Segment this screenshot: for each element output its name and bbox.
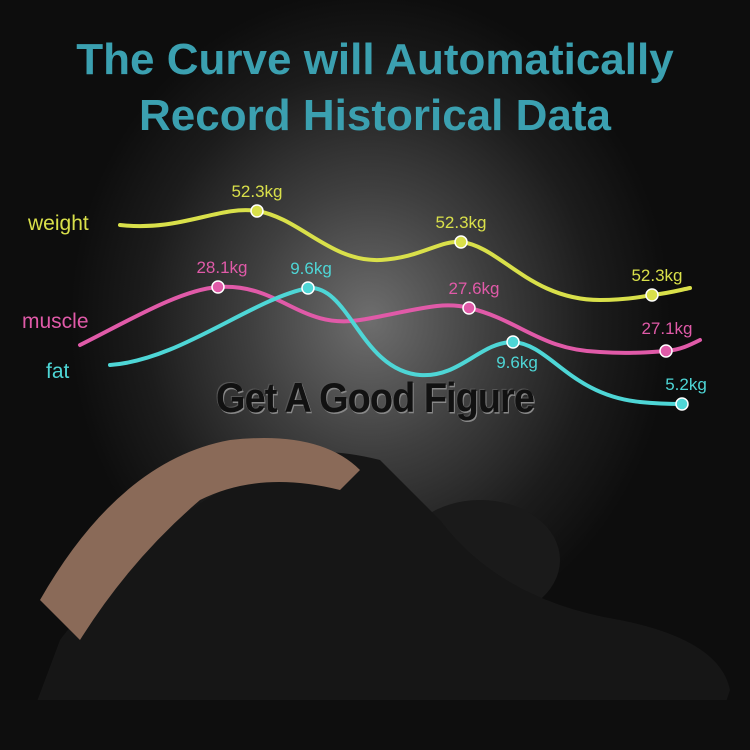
fat-point [675, 397, 689, 411]
muscle-point [659, 344, 673, 358]
weight-data-label: 52.3kg [435, 213, 486, 232]
muscle-series-label: muscle [22, 310, 89, 333]
weight-series-label: weight [27, 212, 89, 235]
muscle-data-label: 27.1kg [641, 319, 692, 338]
muscle-curve [78, 284, 702, 355]
fat-data-label: 9.6kg [496, 353, 538, 372]
muscle-series: muscle 28.1kg 27.6kg 27.1kg [22, 258, 702, 358]
weight-point [250, 204, 264, 218]
slogan-text: Get A Good Figure [216, 375, 535, 423]
weight-point [645, 288, 659, 302]
muscle-point [462, 301, 476, 315]
muscle-point [211, 280, 225, 294]
muscle-data-label: 27.6kg [448, 279, 499, 298]
weight-data-label: 52.3kg [631, 266, 682, 285]
weight-series: weight 52.3kg 52.3kg 52.3kg [27, 182, 692, 303]
fat-series: fat 9.6kg 9.6kg 5.2kg [46, 259, 707, 411]
fat-series-label: fat [46, 360, 70, 383]
fat-data-label: 5.2kg [665, 375, 707, 394]
weight-point [454, 235, 468, 249]
woman-silhouette [0, 438, 750, 750]
headline-line-1: The Curve will Automatically [76, 35, 674, 84]
fat-point [506, 335, 520, 349]
weight-curve [118, 208, 692, 303]
headline-line-2: Record Historical Data [139, 91, 611, 140]
fat-data-label: 9.6kg [290, 259, 332, 278]
fat-point [301, 281, 315, 295]
muscle-data-label: 28.1kg [196, 258, 247, 277]
weight-data-label: 52.3kg [231, 182, 282, 201]
fat-curve [108, 285, 684, 406]
